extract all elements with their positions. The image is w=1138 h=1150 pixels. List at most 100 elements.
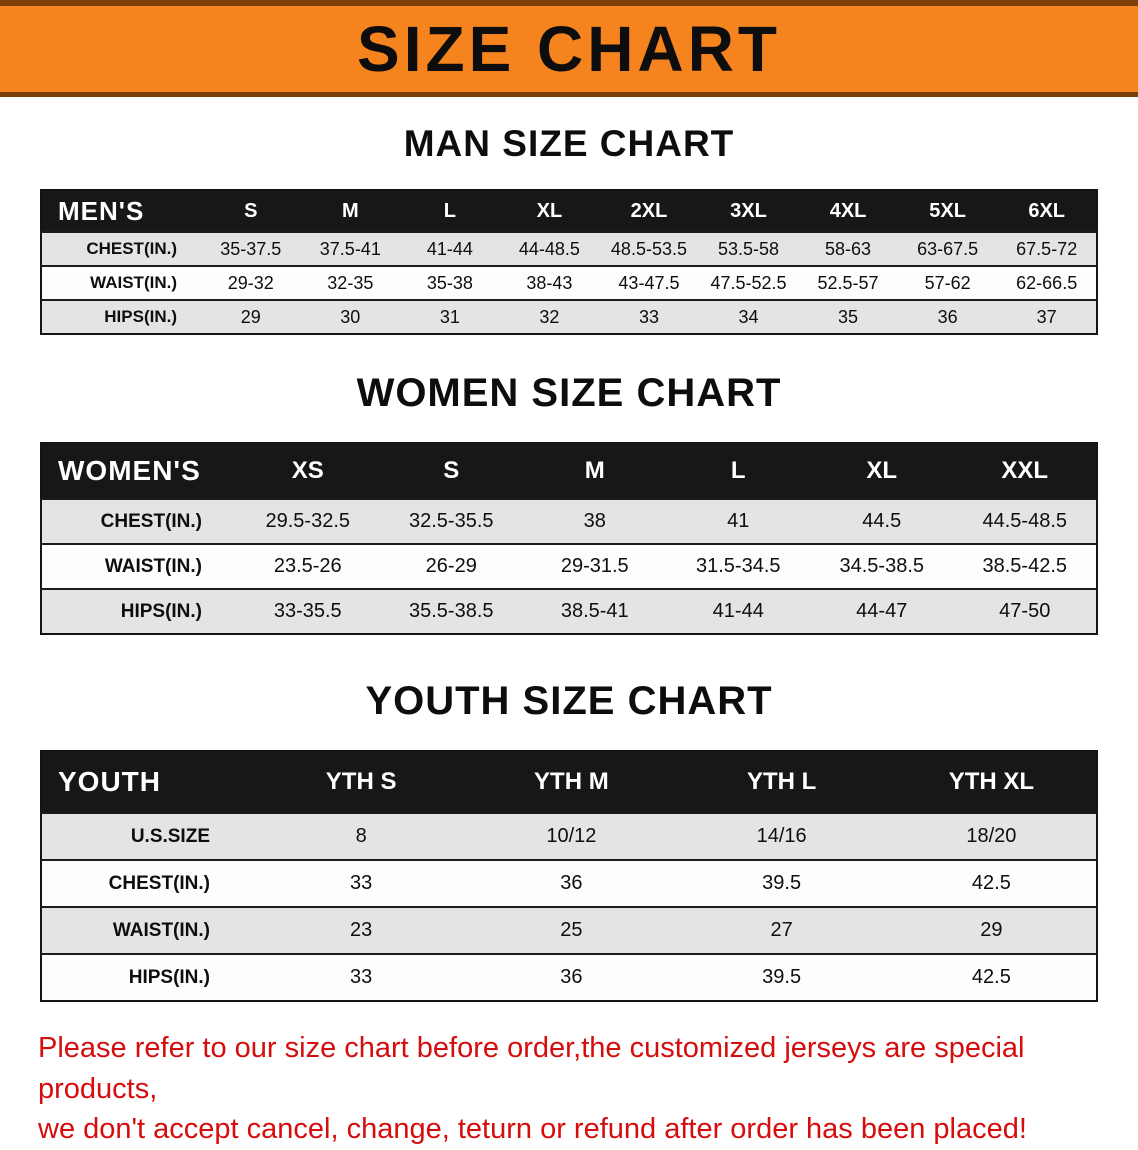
size-column-header: XXL	[953, 443, 1097, 499]
order-policy-line-2: we don't accept cancel, change, teturn o…	[38, 1113, 1027, 1146]
size-value-cell: 34	[738, 306, 759, 327]
youth-size-section: YOUTH SIZE CHART YOUTH YTH S YTH M YTH L YTH…	[0, 679, 1138, 1002]
womens-size-table: WOMEN'S XS S M L XL XXL CHEST(IN.) 29.5-32.5 32.5…	[40, 442, 1098, 635]
size-value-cell: 35-37.5	[220, 238, 282, 259]
size-value-cell: 44.5-48.5	[982, 510, 1067, 532]
size-value-cell: 58-63	[825, 238, 872, 259]
size-value-cell: 44-47	[856, 600, 908, 622]
size-value-cell: 34.5-38.5	[839, 555, 924, 577]
table-row: CHEST(IN.) 35-37.5 37.5-41 41-44 44-48.5 48.5…	[41, 232, 1097, 266]
size-column-header: M	[523, 443, 667, 499]
table-header-row: WOMEN'S XS S M L XL XXL	[41, 443, 1097, 499]
size-value-cell: 29	[980, 919, 1003, 941]
size-value-cell: 41	[727, 510, 750, 532]
size-value-cell: 38.5-41	[560, 600, 629, 622]
men-size-section: MAN SIZE CHART MEN'S S M L XL 2XL 3XL 4XL 5XL 6XL…	[0, 123, 1138, 335]
size-value-cell: 29-32	[227, 272, 274, 293]
size-value-cell: 36	[560, 872, 583, 894]
table-header-row: YOUTH YTH S YTH M YTH L YTH XL	[41, 751, 1097, 813]
size-value-cell: 47-50	[999, 600, 1051, 622]
size-value-cell: 43-47.5	[618, 272, 680, 293]
youth-section-heading: YOUTH SIZE CHART	[365, 679, 773, 723]
row-label: HIPS(IN.)	[128, 966, 210, 988]
row-label: CHEST(IN.)	[86, 239, 177, 258]
size-value-cell: 14/16	[756, 825, 807, 847]
men-section-heading: MAN SIZE CHART	[403, 123, 735, 164]
size-column-header: YTH L	[676, 751, 887, 813]
table-row: WAIST(IN.) 29-32 32-35 35-38 38-43 43-47.5 47.…	[41, 266, 1097, 300]
size-value-cell: 48.5-53.5	[610, 238, 687, 259]
size-value-cell: 38-43	[526, 272, 573, 293]
size-value-cell: 42.5	[971, 872, 1011, 894]
size-value-cell: 32	[539, 306, 560, 327]
size-value-cell: 35-38	[426, 272, 473, 293]
size-value-cell: 33	[350, 872, 373, 894]
size-column-header: S	[201, 190, 301, 232]
table-row: HIPS(IN.) 33-35.5 35.5-38.5 38.5-41 41-44 44-…	[41, 589, 1097, 634]
size-value-cell: 35.5-38.5	[408, 600, 494, 622]
size-value-cell: 38.5-42.5	[982, 555, 1067, 577]
size-value-cell: 57-62	[924, 272, 971, 293]
size-column-header: YTH M	[466, 751, 677, 813]
table-header-row: MEN'S S M L XL 2XL 3XL 4XL 5XL 6XL	[41, 190, 1097, 232]
size-value-cell: 41-44	[426, 238, 473, 259]
table-row: WAIST(IN.) 23 25 27 29	[41, 907, 1097, 954]
table-row: WAIST(IN.) 23.5-26 26-29 29-31.5 31.5-34.5 34…	[41, 544, 1097, 589]
size-column-header: L	[400, 190, 500, 232]
size-column-header: 5XL	[897, 190, 998, 232]
table-title-cell: MEN'S	[41, 190, 201, 232]
youth-size-table: YOUTH YTH S YTH M YTH L YTH XL U.S.SIZE 8 10/12…	[40, 750, 1098, 1002]
size-value-cell: 18/20	[966, 825, 1017, 847]
women-section-heading: WOMEN SIZE CHART	[356, 371, 782, 415]
row-label: WAIST(IN.)	[90, 273, 177, 292]
size-value-cell: 29	[240, 306, 261, 327]
row-label: WAIST(IN.)	[112, 919, 210, 941]
size-column-header: S	[379, 443, 523, 499]
size-value-cell: 42.5	[971, 966, 1011, 988]
size-value-cell: 36	[937, 306, 958, 327]
size-value-cell: 33	[350, 966, 373, 988]
size-column-header: XS	[236, 443, 380, 499]
row-label: U.S.SIZE	[130, 825, 210, 847]
size-value-cell: 35	[838, 306, 859, 327]
size-value-cell: 62-66.5	[1016, 272, 1078, 293]
size-value-cell: 8	[355, 825, 367, 847]
size-value-cell: 38	[583, 510, 606, 532]
size-value-cell: 10/12	[546, 825, 597, 847]
size-value-cell: 47.5-52.5	[710, 272, 787, 293]
page-title: SIZE CHART	[357, 13, 781, 85]
size-column-header: 6XL	[997, 190, 1097, 232]
row-label: WAIST(IN.)	[104, 555, 202, 577]
size-column-header: 4XL	[798, 190, 898, 232]
size-value-cell: 29.5-32.5	[265, 510, 350, 532]
table-row: CHEST(IN.) 33 36 39.5 42.5	[41, 860, 1097, 907]
size-value-cell: 39.5	[762, 966, 802, 988]
table-row: HIPS(IN.) 33 36 39.5 42.5	[41, 954, 1097, 1001]
women-size-section: WOMEN SIZE CHART WOMEN'S XS S M L XL XXL CHEST(…	[0, 371, 1138, 635]
size-chart-banner: SIZE CHART	[0, 0, 1138, 97]
size-column-header: 3XL	[698, 190, 799, 232]
size-column-header: XL	[810, 443, 954, 499]
size-value-cell: 36	[560, 966, 583, 988]
size-value-cell: 26-29	[425, 555, 477, 577]
size-value-cell: 41-44	[712, 600, 764, 622]
size-value-cell: 44.5	[862, 510, 902, 532]
mens-size-table: MEN'S S M L XL 2XL 3XL 4XL 5XL 6XL CHEST(IN.) 35-37…	[40, 189, 1098, 335]
size-value-cell: 67.5-72	[1016, 238, 1078, 259]
size-column-header: 2XL	[599, 190, 699, 232]
table-row: CHEST(IN.) 29.5-32.5 32.5-35.5 38 41 44.5 44.5…	[41, 499, 1097, 544]
size-value-cell: 53.5-58	[717, 238, 780, 259]
table-row: HIPS(IN.) 29 30 31 32 33 34 35 36 37	[41, 300, 1097, 334]
size-value-cell: 23.5-26	[273, 555, 342, 577]
size-value-cell: 27	[770, 919, 793, 941]
size-value-cell: 23	[350, 919, 373, 941]
size-value-cell: 37.5-41	[319, 238, 381, 259]
table-title-cell: WOMEN'S	[41, 443, 236, 499]
size-value-cell: 39.5	[762, 872, 802, 894]
size-value-cell: 37	[1036, 306, 1057, 327]
size-column-header: YTH XL	[886, 751, 1097, 813]
size-column-header: XL	[499, 190, 600, 232]
size-value-cell: 29-31.5	[560, 555, 629, 577]
table-row: U.S.SIZE 8 10/12 14/16 18/20	[41, 813, 1097, 860]
size-value-cell: 33-35.5	[273, 600, 342, 622]
